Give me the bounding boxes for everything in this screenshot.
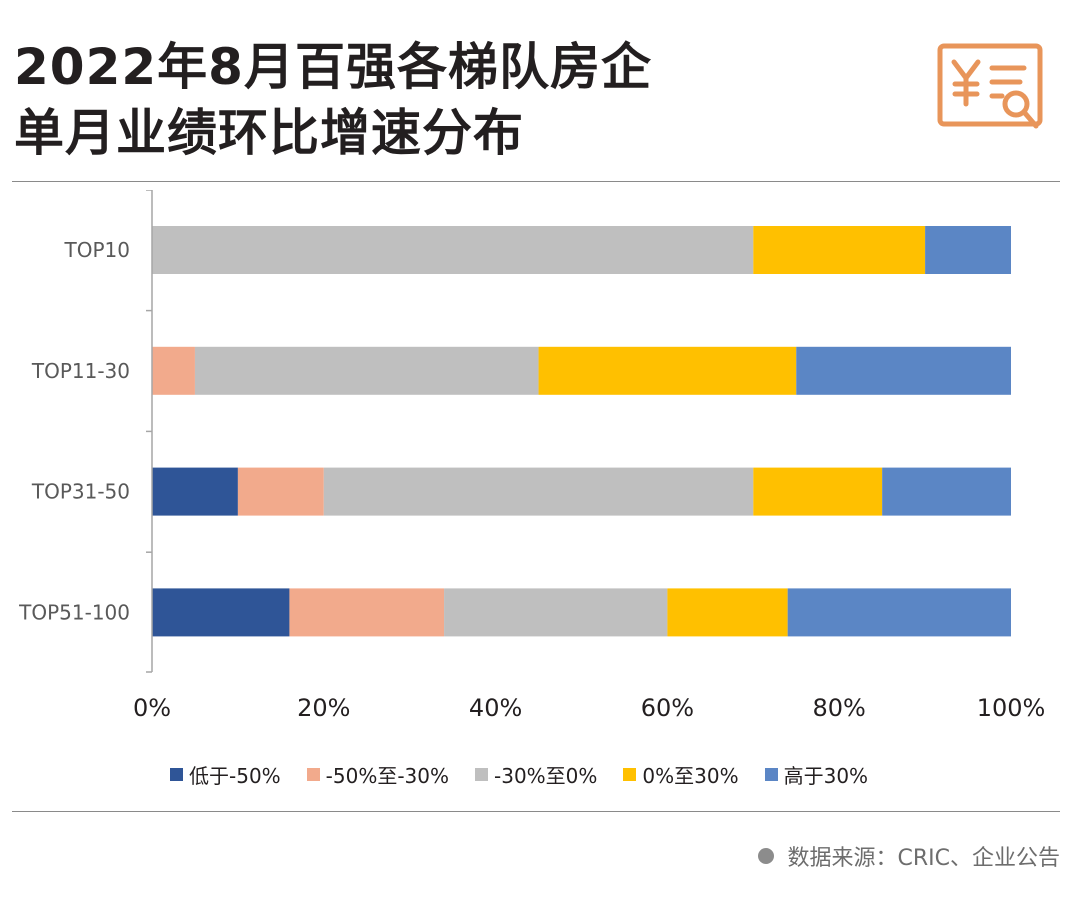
legend-swatch bbox=[623, 768, 637, 781]
bar-segment bbox=[925, 226, 1011, 274]
bar-segment bbox=[667, 588, 788, 637]
x-tick-label: 100% bbox=[977, 694, 1046, 722]
legend-label: -30%至0% bbox=[494, 764, 598, 788]
title-line-1: 2022年8月百强各梯队房企 bbox=[14, 38, 652, 96]
bar-segment bbox=[152, 467, 238, 516]
bar-segment bbox=[323, 467, 754, 516]
legend-label: 高于30% bbox=[783, 764, 869, 788]
x-tick-label: 40% bbox=[469, 694, 522, 722]
chart-title: 2022年8月百强各梯队房企 单月业绩环比增速分布 bbox=[14, 34, 652, 166]
bar-segment bbox=[444, 588, 668, 637]
bar-segment bbox=[796, 346, 1011, 395]
legend-item-neg50-to-neg30: -50%至-30% bbox=[306, 760, 450, 789]
bar-segment bbox=[152, 226, 754, 274]
title-line-2: 单月业绩环比增速分布 bbox=[14, 104, 524, 162]
legend-swatch bbox=[306, 768, 320, 781]
x-tick-label: 0% bbox=[133, 694, 171, 722]
category-label: TOP10 bbox=[64, 238, 130, 262]
legend-label: 低于-50% bbox=[189, 764, 281, 788]
legend-label: -50%至-30% bbox=[325, 764, 450, 788]
yuan-receipt-search-icon bbox=[936, 42, 1044, 138]
bottom-divider bbox=[12, 811, 1060, 812]
bar-segment bbox=[882, 467, 1011, 516]
legend-swatch bbox=[170, 768, 183, 781]
data-source: 数据来源：CRIC、企业公告 bbox=[757, 840, 1061, 872]
category-label: TOP51-100 bbox=[18, 600, 130, 624]
bar-segment bbox=[538, 346, 797, 395]
legend-item-above-30: 高于30% bbox=[764, 760, 869, 789]
bar-segment bbox=[152, 346, 195, 395]
legend-swatch bbox=[475, 768, 489, 781]
top-divider bbox=[12, 181, 1060, 182]
bar-segment bbox=[753, 226, 926, 274]
legend: 低于-50% -50%至-30% -30%至0% 0%至30% 高于30% bbox=[170, 760, 868, 789]
source-text: 数据来源：CRIC、企业公告 bbox=[787, 846, 1061, 871]
legend-item-below-neg50: 低于-50% bbox=[170, 760, 281, 789]
bar-segment bbox=[152, 588, 290, 637]
legend-item-neg30-to-0: -30%至0% bbox=[475, 760, 597, 789]
x-tick-label: 60% bbox=[641, 694, 694, 722]
category-label: TOP31-50 bbox=[31, 480, 130, 504]
bar-segment bbox=[289, 588, 445, 637]
legend-swatch bbox=[764, 768, 778, 781]
bar-segment bbox=[194, 346, 539, 395]
category-label: TOP11-30 bbox=[31, 359, 130, 383]
bullet-dot-icon bbox=[757, 848, 774, 864]
legend-label: 0%至30% bbox=[642, 764, 739, 788]
bar-segment bbox=[787, 588, 1011, 637]
stacked-bar-chart: TOP10 TOP11-30 TOP31-50 TOP51-100 0% 20% 40% 60… bbox=[18, 190, 1046, 722]
x-tick-label: 80% bbox=[813, 694, 866, 722]
bar-segment bbox=[237, 467, 324, 516]
bar-segment bbox=[753, 467, 883, 516]
x-tick-label: 20% bbox=[297, 694, 350, 722]
legend-item-0-to-30: 0%至30% bbox=[623, 760, 739, 789]
